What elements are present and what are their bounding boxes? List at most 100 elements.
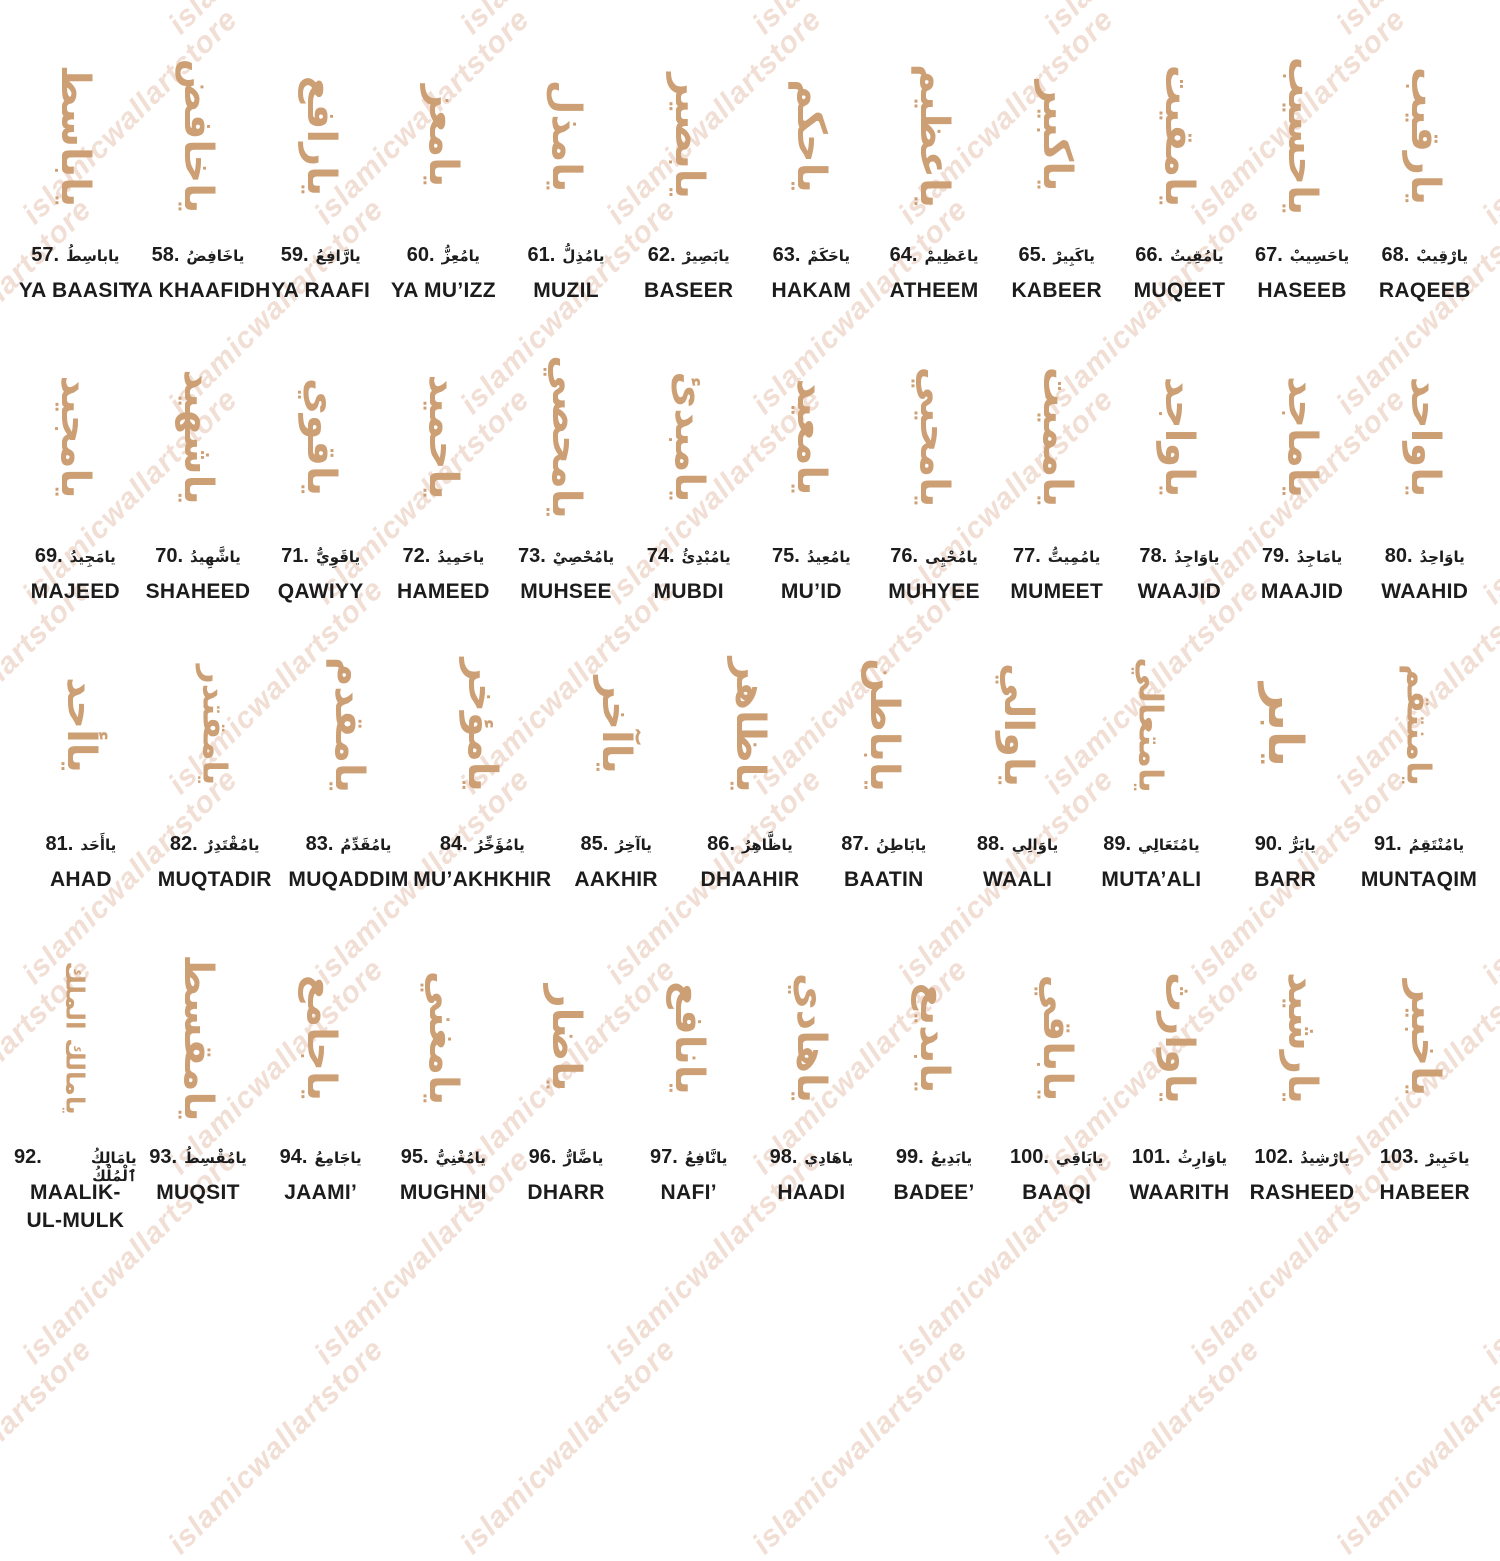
item-number: 78. <box>1139 545 1168 568</box>
item-latin-name: MUHYEE <box>888 580 980 604</box>
item-arabic-label: يامُحْصِيْ <box>552 548 615 567</box>
item-number: 68. <box>1381 244 1410 266</box>
item-label-line: 57. ياباسِطُ <box>31 244 119 270</box>
item-latin-name: YA MU’IZZ <box>390 279 496 302</box>
calligraphy-glyph: ياواحد <box>1363 339 1486 535</box>
calligraphy-arabic-text: يامقدم <box>325 656 372 793</box>
calligraphy-glyph: ياواجد <box>1118 339 1241 535</box>
item-arabic-label: يابَرُّ <box>1289 835 1316 854</box>
calligraphy-arabic-text: ياباقي <box>1033 974 1080 1102</box>
item-number: 96. <box>528 1146 557 1169</box>
item-latin-name: RAQEEB <box>1378 279 1471 302</box>
calligraphy-arabic-text: ياكبير <box>1033 80 1080 192</box>
item-label-line: 103. ياخَبِيرْ <box>1380 1146 1470 1172</box>
name-item: ياوارث 101. ياوَارِثُ WAARITH <box>1118 940 1241 1236</box>
calligraphy-arabic-text: يامقيت <box>1156 64 1203 208</box>
calligraphy-arabic-text: يارشيد <box>1279 972 1326 1104</box>
item-label-line: 77. يامُمِيتُّ <box>1013 545 1100 571</box>
calligraphy-arabic-text: يامقسط <box>175 954 221 1122</box>
calligraphy-glyph: يامبدئ <box>627 339 750 535</box>
item-label-line: 65. ياكَبِيرْ <box>1019 244 1095 270</box>
item-label-line: 102. يارْشِيدُ <box>1254 1146 1349 1172</box>
calligraphy-arabic-text: ياضار <box>543 984 590 1092</box>
name-item: يارافع 59. يارَّافِعُ YA RAAFI <box>259 38 382 305</box>
item-arabic-label: ياحَكَمْ <box>807 247 851 265</box>
calligraphy-arabic-text: يامحصي <box>543 355 590 520</box>
item-latin-name: MU’ID <box>780 580 842 604</box>
name-item: ياجامع 94. ياجَامِعُ JAAMI’ <box>259 940 382 1236</box>
calligraphy-glyph: يابر <box>1218 627 1352 823</box>
calligraphy-glyph: يامالك الملك <box>14 940 137 1136</box>
item-number: 87. <box>841 832 870 855</box>
item-number: 101. <box>1131 1146 1171 1169</box>
item-label-line: 73. يامُحْصِيْ <box>518 545 614 571</box>
item-number: 81. <box>45 832 74 855</box>
calligraphy-glyph: يامعز <box>382 38 505 234</box>
calligraphy-glyph: ياباسط <box>14 38 137 234</box>
calligraphy-glyph: ياخبير <box>1363 940 1486 1136</box>
calligraphy-arabic-text: ياحكم <box>788 79 835 193</box>
item-arabic-label: يامُؤَخِّرُ <box>474 835 525 854</box>
calligraphy-glyph: ياعظيم <box>873 38 996 234</box>
item-number: 75. <box>772 545 800 568</box>
item-number: 62. <box>647 244 676 266</box>
item-number: 64. <box>889 244 918 266</box>
item-label-line: 95. يامُغْنِيُّ <box>401 1146 486 1172</box>
calligraphy-glyph: يامميت <box>995 339 1118 535</box>
item-number: 102. <box>1254 1146 1294 1169</box>
item-label-line: 87. يابَاطِنُ <box>841 833 926 859</box>
item-latin-name: MAALIK- UL-MULK <box>26 1181 125 1233</box>
item-arabic-label: يارْشِيدُ <box>1300 1149 1350 1168</box>
item-arabic-label: ياوَارِثُ <box>1177 1149 1228 1168</box>
item-label-line: 89. يامُتَعَالِي <box>1103 833 1199 859</box>
item-arabic-label: يامُبْدِئُ <box>681 548 731 567</box>
item-number: 76. <box>890 545 919 568</box>
item-latin-name: MUZIL <box>533 279 599 302</box>
calligraphy-arabic-text: ياأحد <box>57 676 104 773</box>
item-latin-name: MUQEET <box>1133 279 1226 302</box>
calligraphy-arabic-text: ياواجد <box>1156 377 1203 498</box>
item-latin-name: MUGHNI <box>399 1181 487 1205</box>
item-arabic-label: ياوَاجِدُ <box>1174 548 1220 567</box>
name-item: ياهادي 98. ياهَادِي HAADI <box>750 940 873 1236</box>
item-label-line: 60. يامُعِزُّ <box>407 244 480 270</box>
item-label-line: 97. يانَّافِعُ <box>650 1146 727 1172</box>
item-latin-name: MUTA’ALI <box>1101 867 1202 891</box>
calligraphy-glyph: يامذل <box>505 38 628 234</box>
calligraphy-glyph: يارافع <box>259 38 382 234</box>
item-number: 82. <box>169 832 198 855</box>
item-label-line: 99. يابَدِيعُ <box>896 1146 972 1172</box>
item-latin-name: KABEER <box>1011 279 1102 302</box>
calligraphy-arabic-text: يامبدئ <box>665 371 712 503</box>
calligraphy-glyph: يامقسط <box>137 940 260 1136</box>
item-arabic-label: ياشَّهِيدُ <box>190 548 241 567</box>
name-item: يامؤخر 84. يامُؤَخِّرُ MU’AKHKHIR <box>413 627 551 894</box>
calligraphy-arabic-text: ياخبير <box>1401 979 1448 1097</box>
item-arabic-label: ياوَاحِدُ <box>1419 548 1465 567</box>
calligraphy-arabic-text: يامؤخر <box>459 657 506 792</box>
item-number: 86. <box>707 832 735 855</box>
calligraphy-arabic-text: يامميت <box>1033 367 1080 508</box>
item-arabic-label: يامَالِكُ ٱلْمُلْكُ <box>90 1149 137 1186</box>
name-item: يامذل 61. يامُذِلُّ MUZIL <box>505 38 628 305</box>
calligraphy-glyph: يامقدم <box>282 627 416 823</box>
item-latin-name: MAJEED <box>30 580 120 604</box>
item-arabic-label: ياخَبِيرْ <box>1425 1149 1470 1168</box>
item-label-line: 80. ياوَاحِدُ <box>1385 545 1465 571</box>
item-number: 59. <box>280 244 309 266</box>
calligraphy-arabic-text: ياباطن <box>860 657 907 792</box>
item-latin-name: WAARITH <box>1129 1181 1230 1205</box>
calligraphy-arabic-text: ياواحد <box>1401 377 1448 498</box>
name-item: ياقوي 71. ياقَوِيُّ QAWIYY <box>259 339 382 606</box>
item-arabic-label: ياآخِرُ <box>615 835 652 854</box>
item-arabic-label: يامَاجِدُ <box>1296 548 1343 567</box>
item-latin-name: BADEE’ <box>893 1181 975 1205</box>
name-item: يامالك الملك 92. يامَالِكُ ٱلْمُلْكُ MAA… <box>14 940 137 1236</box>
calligraphy-glyph: ياشهيد <box>137 339 260 535</box>
item-label-line: 79. يامَاجِدُ <box>1262 545 1342 571</box>
item-latin-name: DHARR <box>527 1181 605 1205</box>
item-arabic-label: يارْقِيبْ <box>1416 247 1468 265</box>
calligraphy-glyph: ياحكم <box>750 38 873 234</box>
item-label-line: 74. يامُبْدِئُ <box>647 545 731 571</box>
item-arabic-label: يامُعِيدُ <box>806 548 851 567</box>
